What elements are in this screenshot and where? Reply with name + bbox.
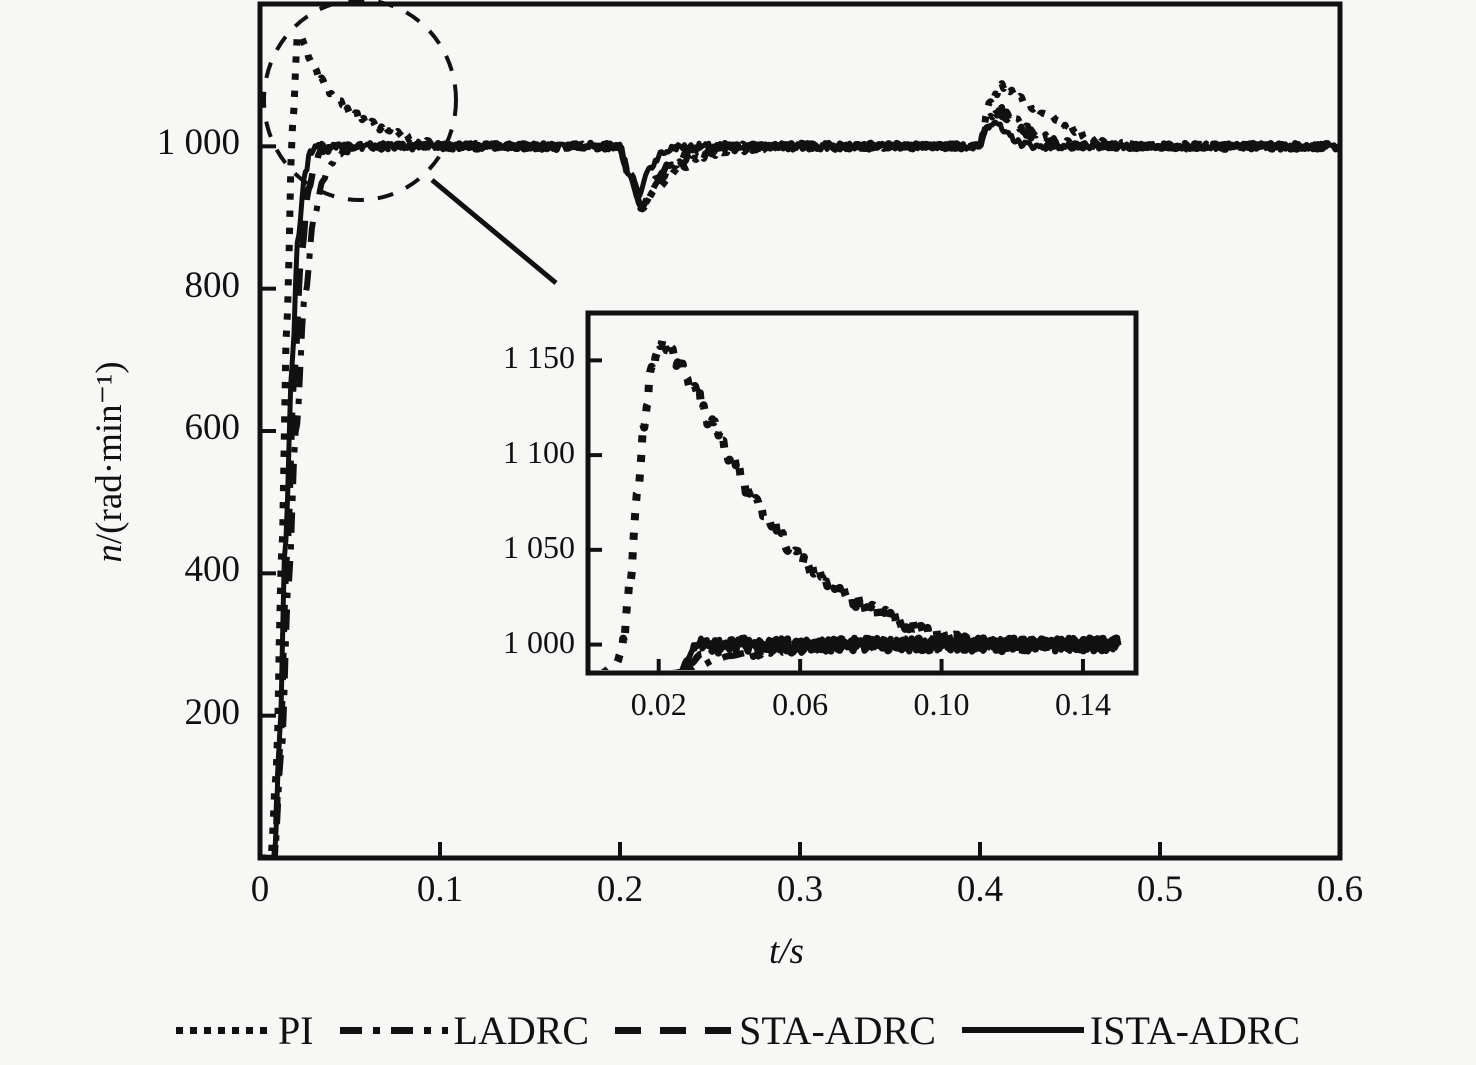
x-tick-label: 0.3 (776, 869, 824, 910)
y-tick-label: 600 (184, 407, 241, 448)
series-line-ista-adrc (262, 119, 1338, 856)
y-axis-title-wrap: n/(rad·min⁻¹) (84, 300, 130, 620)
legend-item-pi[interactable]: PI (175, 1007, 314, 1054)
legend-line-sample-dash-dot-icon (339, 1026, 448, 1034)
inset-y-tick-label: 1 000 (503, 623, 575, 660)
legend-item-ladrc[interactable]: LADRC (339, 1007, 590, 1054)
x-tick-label: 0.2 (596, 869, 644, 910)
zoom-leader-line (430, 178, 558, 285)
x-tick-label: 0.5 (1136, 869, 1184, 910)
legend-label: LADRC (453, 1007, 590, 1053)
legend-line-sample-solid-icon (961, 1027, 1084, 1033)
legend-line-sample-dotted-icon (175, 1026, 272, 1034)
x-tick-label: 0 (250, 869, 270, 910)
legend-label: PI (277, 1007, 314, 1053)
inset-x-tick-label: 0.02 (630, 686, 687, 722)
axes-layer (257, 1, 1343, 861)
y-axis-title: n/(rad·min⁻¹) (87, 297, 131, 627)
x-axis-title: t/s (769, 931, 804, 972)
inset-y-tick-label: 1 100 (503, 434, 575, 471)
inset-x-tick-label: 0.10 (913, 686, 970, 722)
y-axis-title-symbol: n (89, 544, 130, 563)
y-tick-label: 800 (184, 264, 241, 306)
legend-item-sta-adrc[interactable]: STA-ADRC (615, 1007, 936, 1054)
zoom-region-circle (262, 0, 458, 202)
y-axis-title-unit: /(rad·min⁻¹) (89, 361, 130, 545)
annotation-layer (262, 0, 558, 285)
y-tick-label: 200 (184, 691, 241, 733)
inset-series-line-ista-adrc (679, 635, 1121, 670)
legend-label: ISTA-ADRC (1089, 1007, 1301, 1053)
series-layer (262, 31, 1338, 856)
inset-x-tick-label: 0.06 (772, 686, 829, 722)
inset-plot (585, 310, 1139, 676)
y-tick-label: 400 (184, 549, 241, 591)
legend: PI LADRC STA-ADRC ISTA-ADRC (0, 1000, 1476, 1060)
y-tick-label: 1 000 (156, 122, 240, 164)
x-tick-label: 0.4 (956, 869, 1004, 910)
legend-item-ista-adrc[interactable]: ISTA-ADRC (961, 1007, 1301, 1054)
x-tick-label: 0.6 (1316, 869, 1364, 910)
legend-label: STA-ADRC (739, 1007, 936, 1053)
x-tick-label: 0.1 (416, 869, 464, 910)
inset-y-tick-label: 1 150 (503, 339, 575, 376)
legend-line-sample-dashed-icon (615, 1026, 734, 1034)
inset-y-tick-label: 1 050 (503, 528, 575, 565)
inset-x-tick-label: 0.14 (1054, 686, 1111, 722)
